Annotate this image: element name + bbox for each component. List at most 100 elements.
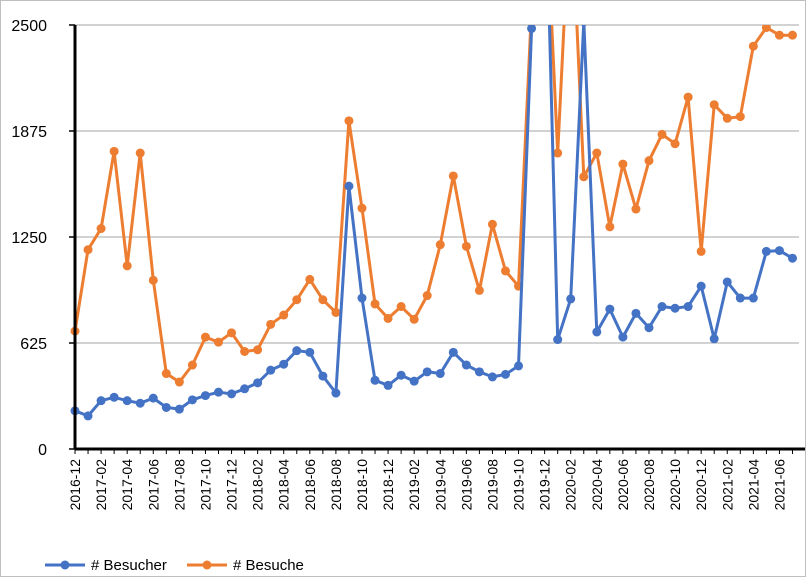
- x-tick-label: 2018-06: [302, 459, 318, 511]
- x-tick-label: 2018-10: [354, 459, 370, 511]
- data-point: [605, 304, 615, 314]
- legend-label: # Besuche: [233, 557, 304, 574]
- data-point: [253, 378, 263, 388]
- data-point: [122, 261, 132, 271]
- data-point: [644, 156, 654, 166]
- data-point: [370, 375, 380, 385]
- series-1: [70, 4, 797, 387]
- data-point: [357, 203, 367, 213]
- data-point: [722, 113, 732, 123]
- data-point: [487, 372, 497, 382]
- data-point: [122, 396, 132, 406]
- data-point: [383, 313, 393, 323]
- data-point: [148, 275, 158, 285]
- data-point: [240, 346, 250, 356]
- x-tick-label: 2019-10: [511, 459, 527, 511]
- data-point: [566, 294, 576, 304]
- x-tick-label: 2020-08: [641, 459, 657, 511]
- data-point: [396, 370, 406, 380]
- data-point: [253, 345, 263, 355]
- data-point: [722, 277, 732, 287]
- data-point: [657, 129, 667, 139]
- data-point: [605, 222, 615, 232]
- y-tick-label: 1250: [11, 230, 47, 247]
- data-point: [500, 266, 510, 276]
- data-point: [96, 224, 106, 234]
- y-tick-label: 2500: [11, 18, 47, 35]
- data-point: [357, 293, 367, 303]
- data-point: [422, 291, 432, 301]
- data-point: [318, 295, 328, 305]
- data-point: [435, 369, 445, 379]
- data-point: [266, 319, 276, 329]
- data-point: [527, 4, 536, 13]
- data-point: [618, 332, 628, 342]
- data-point: [474, 367, 484, 377]
- data-point: [409, 314, 419, 324]
- data-point: [592, 148, 602, 158]
- x-tick-label: 2021-04: [745, 459, 761, 511]
- data-point: [409, 376, 419, 386]
- x-tick-label: 2017-12: [224, 459, 240, 511]
- data-point: [331, 388, 341, 398]
- data-point: [174, 404, 184, 414]
- data-point: [579, 172, 589, 182]
- legend-item-1: # Besuche: [187, 557, 304, 574]
- y-tick-label: 0: [38, 442, 47, 459]
- data-point: [592, 327, 602, 337]
- data-point: [761, 25, 771, 33]
- data-point: [683, 92, 693, 102]
- data-point: [553, 335, 563, 345]
- data-point: [500, 369, 510, 379]
- x-axis-ticks: 2016-12 2017-02 2017-04 2017-06 2017-08 2017-…: [67, 449, 793, 511]
- data-point: [787, 30, 797, 40]
- data-point: [396, 302, 406, 312]
- x-tick-label: 2019-04: [432, 459, 448, 511]
- data-point: [161, 402, 171, 412]
- data-point: [227, 328, 237, 338]
- data-point: [683, 302, 693, 312]
- x-tick-label: 2021-02: [719, 459, 735, 511]
- x-tick-label: 2018-04: [276, 459, 292, 511]
- x-tick-label: 2017-04: [119, 459, 135, 511]
- data-point: [383, 380, 393, 390]
- x-tick-label: 2019-02: [406, 459, 422, 511]
- data-point: [200, 391, 210, 401]
- series-line: [73, 25, 793, 384]
- data-point: [344, 181, 354, 191]
- data-point: [527, 25, 537, 33]
- data-point: [735, 112, 745, 122]
- data-point: [448, 347, 458, 357]
- x-tick-label: 2018-12: [380, 459, 396, 511]
- data-point: [318, 371, 328, 381]
- data-point: [487, 219, 497, 229]
- data-point: [735, 293, 745, 303]
- data-point: [174, 377, 184, 387]
- legend-label: # Besucher: [91, 557, 167, 574]
- data-point: [148, 393, 158, 403]
- x-tick-label: 2017-08: [171, 459, 187, 511]
- data-point: [580, 25, 587, 27]
- data-point: [109, 146, 119, 156]
- data-point: [213, 387, 223, 397]
- x-tick-label: 2019-08: [484, 459, 500, 511]
- data-point: [657, 302, 667, 312]
- data-point: [240, 384, 250, 394]
- x-tick-label: 2018-08: [328, 459, 344, 511]
- data-point: [292, 295, 302, 305]
- data-point: [696, 281, 706, 291]
- data-point: [748, 293, 758, 303]
- data-point: [709, 100, 719, 110]
- data-point: [631, 308, 641, 318]
- data-point: [200, 332, 210, 342]
- data-point: [227, 389, 237, 399]
- x-tick-label: 2020-04: [589, 459, 605, 511]
- data-point: [644, 323, 654, 333]
- x-tick-label: 2020-06: [615, 459, 631, 511]
- x-tick-label: 2020-10: [667, 459, 683, 511]
- data-point: [474, 285, 484, 295]
- data-point: [787, 253, 797, 263]
- data-point: [761, 246, 771, 256]
- data-point: [618, 159, 628, 169]
- data-point: [305, 347, 315, 357]
